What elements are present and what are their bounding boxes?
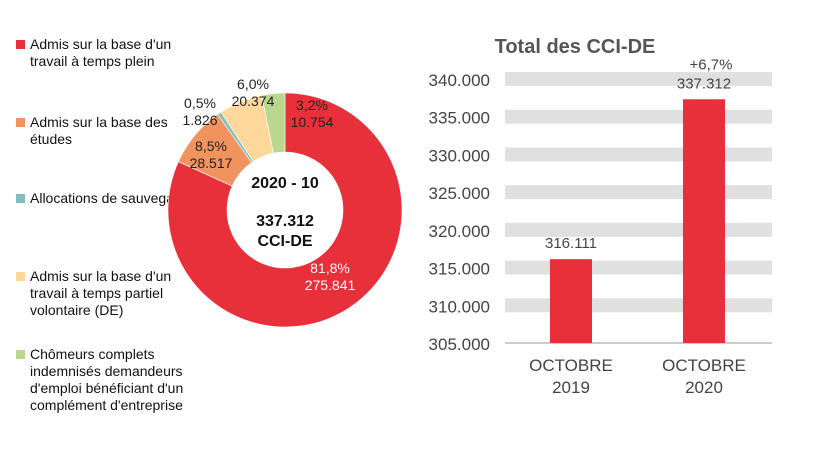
- legend-label: Admis sur la base d'un travail à temps p…: [30, 268, 172, 318]
- gridline-band: [505, 260, 772, 275]
- bar-value-label: 316.111: [545, 235, 597, 252]
- legend-item: Admis sur la base des études: [16, 114, 206, 148]
- legend-swatch: [16, 118, 25, 127]
- gridline-band: [505, 147, 772, 162]
- slice-percent-label: 0,5%: [184, 95, 216, 111]
- legend-swatch: [16, 350, 25, 359]
- gridline-band: [505, 298, 772, 313]
- slice-percent-label: 3,2%: [296, 97, 328, 113]
- slice-value-label: 1.826: [182, 112, 217, 128]
- slice-value-label: 10.754: [291, 114, 334, 130]
- y-tick-label: 335.000: [429, 109, 490, 128]
- slice-percent-label: 81,8%: [310, 260, 350, 276]
- x-tick-label: OCTOBRE: [662, 356, 746, 375]
- gridline-band: [505, 185, 772, 200]
- y-tick-label: 315.000: [429, 260, 490, 279]
- donut-slice: [167, 92, 403, 328]
- y-tick-label: 340.000: [429, 71, 490, 90]
- legend-swatch: [16, 194, 25, 203]
- gridline-band: [505, 109, 772, 124]
- legend-item: Chômeurs complets indemnisés demandeurs …: [16, 346, 206, 414]
- legend-label: Chômeurs complets indemnisés demandeurs …: [30, 346, 184, 413]
- legend-swatch: [16, 272, 25, 281]
- slice-value-label: 275.841: [305, 277, 356, 293]
- legend-label: Admis sur la base d'un travail à temps p…: [30, 36, 172, 69]
- legend-swatch: [16, 40, 25, 49]
- legend-label: Admis sur la base des études: [30, 114, 168, 147]
- donut-center-period: 2020 - 10: [251, 175, 319, 192]
- legend-item: Admis sur la base d'un travail à temps p…: [16, 36, 206, 70]
- bar-value-label: 337.312: [677, 75, 731, 92]
- y-tick-label: 325.000: [429, 184, 490, 203]
- gridline-band: [505, 72, 772, 86]
- bar-chart-title: Total des CCI-DE: [495, 36, 656, 58]
- donut-center-unit: CCI-DE: [257, 233, 312, 250]
- slice-value-label: 28.517: [190, 155, 233, 171]
- slice-percent-label: 8,5%: [195, 138, 227, 154]
- slice-percent-label: 6,0%: [237, 76, 269, 92]
- y-tick-label: 310.000: [429, 297, 490, 316]
- bar-change-annotation: +6,7%: [690, 56, 733, 73]
- legend-label: Allocations de sauvegarde: [30, 190, 195, 206]
- y-tick-label: 305.000: [429, 335, 490, 354]
- legend-item: Allocations de sauvegarde: [16, 190, 206, 207]
- y-tick-label: 330.000: [429, 146, 490, 165]
- y-tick-label: 320.000: [429, 222, 490, 241]
- x-tick-label: OCTOBRE: [529, 356, 613, 375]
- x-tick-label: 2020: [685, 378, 723, 397]
- donut-slice: [261, 92, 286, 154]
- donut-center-total: 337.312: [256, 213, 314, 230]
- bar: [683, 99, 725, 343]
- slice-value-label: 20.374: [232, 93, 275, 109]
- legend-item: Admis sur la base d'un travail à temps p…: [16, 268, 206, 319]
- x-tick-label: 2019: [552, 378, 590, 397]
- bar: [550, 259, 592, 343]
